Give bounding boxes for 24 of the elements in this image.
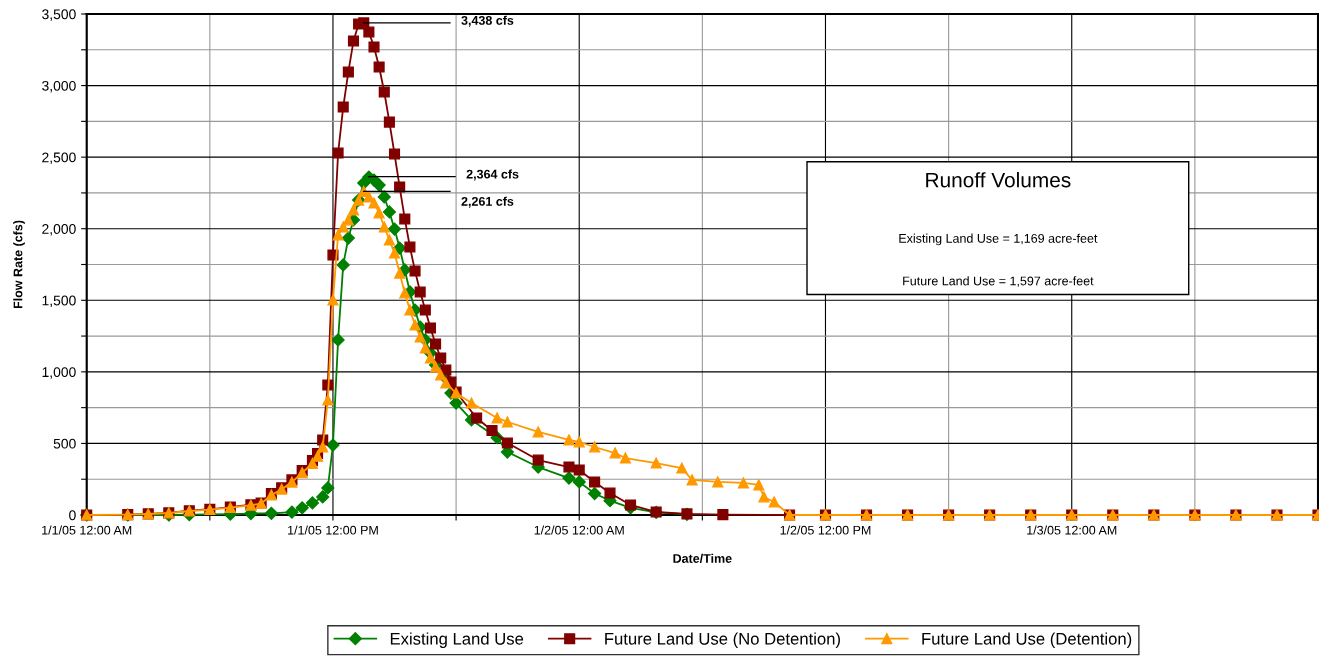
- y-tick-label: 2,000: [42, 224, 76, 236]
- y-axis-title: Flow Rate (cfs): [13, 220, 25, 309]
- annotation: 2,364 cfs: [466, 169, 519, 181]
- y-tick-label: 3,000: [42, 80, 76, 93]
- annotation: 2,261 cfs: [461, 196, 514, 208]
- x-tick-label: 1/3/05 12:00 AM: [1027, 525, 1117, 535]
- y-tick-label: 1,500: [42, 295, 76, 308]
- annotation: Future Land Use = 1,597 acre-feet: [903, 276, 1094, 287]
- x-axis-title: Date/Time: [673, 553, 732, 564]
- x-tick-label: 1/1/05 12:00 PM: [288, 525, 378, 535]
- annotation: 3,438 cfs: [461, 15, 514, 27]
- legend-label: Existing Land Use: [390, 632, 524, 648]
- y-tick-label: 0: [69, 510, 76, 521]
- annotation: Existing Land Use = 1,169 acre-feet: [899, 233, 1098, 246]
- y-tick-label: 3,500: [42, 9, 76, 21]
- x-tick-label: 1/1/05 12:00 AM: [42, 525, 132, 535]
- legend-label: Future Land Use (Detention): [922, 632, 1132, 648]
- y-tick-label: 2,500: [42, 152, 76, 164]
- y-tick-label: 1,000: [42, 367, 76, 379]
- annotation: Runoff Volumes: [926, 172, 1071, 188]
- legend-label: Future Land Use (No Detention): [605, 632, 840, 648]
- x-tick-label: 1/2/05 12:00 AM: [534, 525, 624, 535]
- x-tick-label: 1/2/05 12:00 PM: [780, 525, 871, 535]
- y-tick-label: 500: [53, 438, 76, 449]
